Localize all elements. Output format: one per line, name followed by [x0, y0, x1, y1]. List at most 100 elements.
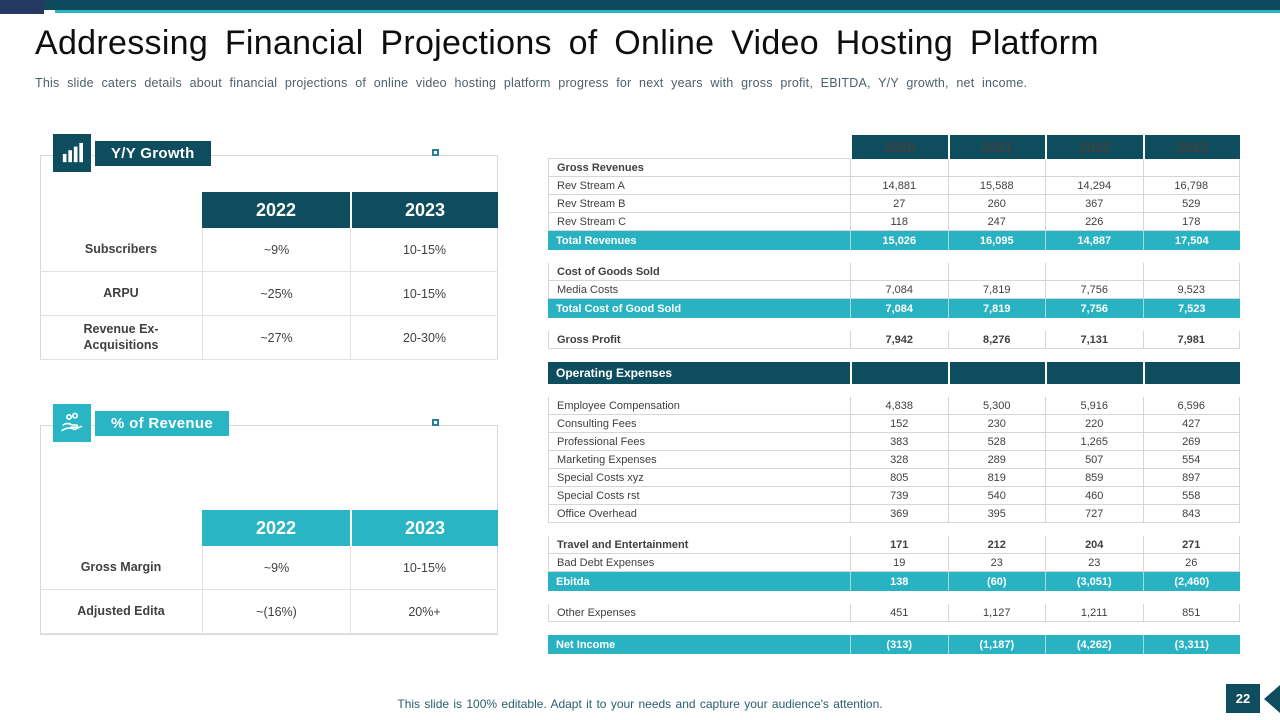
cell-value: 247 — [947, 213, 1045, 231]
cell-value: 540 — [947, 487, 1045, 505]
cell-value — [1045, 263, 1143, 281]
row-label: Cost of Goods Sold — [548, 263, 850, 281]
cell-value: 1,265 — [1045, 433, 1143, 451]
cell-value: 260 — [947, 195, 1045, 213]
metric-label: Gross Margin — [40, 546, 202, 590]
header-spacer — [40, 510, 202, 546]
spacer-row — [548, 384, 1240, 397]
cell-value: 395 — [947, 505, 1045, 523]
cell-value: 727 — [1045, 505, 1143, 523]
cell-value: (4,262) — [1045, 635, 1143, 654]
revenue-table: 2022 2023 Gross Margin ~9% 10-15% Adjusted Ed… — [40, 510, 498, 634]
metric-value: 10-15% — [350, 228, 498, 272]
row-label: Total Revenues — [548, 231, 850, 250]
metric-value: ~(16%) — [202, 590, 350, 634]
cell-value: 7,756 — [1045, 281, 1143, 299]
cell-value: 27 — [850, 195, 948, 213]
metric-row: ARPU ~25% 10-15% — [40, 272, 498, 316]
page-number-badge: 22 — [1226, 684, 1260, 713]
cell-value — [850, 263, 948, 281]
financial-table-body: Gross Revenues Rev Stream A 14,881 15,588 14… — [548, 159, 1240, 654]
financial-row: Operating Expenses — [548, 362, 1240, 384]
cell-value: 529 — [1142, 195, 1240, 213]
row-label: Rev Stream C — [548, 213, 850, 231]
metric-label: ARPU — [40, 272, 202, 316]
cell-value: 118 — [850, 213, 948, 231]
cell-value: 7,084 — [850, 299, 948, 318]
cell-value: 427 — [1142, 415, 1240, 433]
financial-row: Rev Stream C 118 247 226 178 — [548, 213, 1240, 231]
cell-value: 7,131 — [1045, 331, 1143, 349]
cell-value — [947, 159, 1045, 177]
financial-row: Consulting Fees 152 230 220 427 — [548, 415, 1240, 433]
page-title: Addressing Financial Projections of Onli… — [35, 24, 1099, 62]
year-column-header: 2023 — [350, 510, 498, 546]
financial-row: Special Costs xyz 805 819 859 897 — [548, 469, 1240, 487]
cell-value: 805 — [850, 469, 948, 487]
financial-row: Employee Compensation 4,838 5,300 5,916 6,59… — [548, 397, 1240, 415]
header-spacer — [548, 135, 850, 159]
financial-row: Total Revenues 15,026 16,095 14,887 17,504 — [548, 231, 1240, 250]
metric-row: Subscribers ~9% 10-15% — [40, 228, 498, 272]
cell-value: 6,596 — [1142, 397, 1240, 415]
metric-row: Revenue Ex-Acquisitions ~27% 20-30% — [40, 316, 498, 360]
bar-chart-icon — [53, 134, 91, 172]
row-label: Other Expenses — [548, 604, 850, 622]
cell-value — [1142, 159, 1240, 177]
metric-value: 10-15% — [350, 546, 498, 590]
cell-value: 16,798 — [1142, 177, 1240, 195]
footer-note: This slide is 100% editable. Adapt it to… — [397, 697, 883, 711]
growth-table: 2022 2023 Subscribers ~9% 10-15% ARPU ~25% 10-1… — [40, 192, 498, 360]
top-accent-navy-square — [0, 0, 44, 14]
row-label: Special Costs xyz — [548, 469, 850, 487]
cell-value — [1142, 263, 1240, 281]
cell-value: 528 — [947, 433, 1045, 451]
spacer-row — [548, 622, 1240, 635]
row-label: Gross Revenues — [548, 159, 850, 177]
cell-value: 269 — [1142, 433, 1240, 451]
row-label: Media Costs — [548, 281, 850, 299]
row-label: Office Overhead — [548, 505, 850, 523]
row-label: Bad Debt Expenses — [548, 554, 850, 572]
row-label: Rev Stream A — [548, 177, 850, 195]
year-column-header: 2022 — [202, 192, 350, 228]
corner-marker — [432, 149, 439, 156]
cell-value: (2,460) — [1142, 572, 1240, 591]
row-label: Marketing Expenses — [548, 451, 850, 469]
cell-value: (1,187) — [947, 635, 1045, 654]
spacer-row — [548, 349, 1240, 362]
row-label: Rev Stream B — [548, 195, 850, 213]
cell-value: 7,523 — [1142, 299, 1240, 318]
financial-row: Ebitda 138 (60) (3,051) (2,460) — [548, 572, 1240, 591]
cell-value: 369 — [850, 505, 948, 523]
metric-value: 10-15% — [350, 272, 498, 316]
financial-row: Bad Debt Expenses 19 23 23 26 — [548, 554, 1240, 572]
growth-panel: Y/Y Growth 2022 2023 Subscribers ~9% 10-15% A… — [40, 134, 498, 360]
cell-value: 843 — [1142, 505, 1240, 523]
cell-value: 7,756 — [1045, 299, 1143, 318]
cell-value: (60) — [947, 572, 1045, 591]
cell-value: 204 — [1045, 536, 1143, 554]
row-label: Ebitda — [548, 572, 850, 591]
row-label: Professional Fees — [548, 433, 850, 451]
cell-value: 138 — [850, 572, 948, 591]
financial-row: Marketing Expenses 328 289 507 554 — [548, 451, 1240, 469]
cell-value: 15,588 — [947, 177, 1045, 195]
financial-row: Cost of Goods Sold — [548, 263, 1240, 281]
cell-value: 7,819 — [947, 281, 1045, 299]
cell-value: (313) — [850, 635, 948, 654]
cell-value: 7,942 — [850, 331, 948, 349]
financial-table: 2020 2021 2022 2023 Gross Revenues Rev Strea… — [548, 135, 1240, 654]
cell-value: 14,294 — [1045, 177, 1143, 195]
year-column-header: 2023 — [1142, 135, 1240, 159]
year-column-header: 2023 — [350, 192, 498, 228]
cell-value: 554 — [1142, 451, 1240, 469]
cell-value: 367 — [1045, 195, 1143, 213]
cell-value: 7,084 — [850, 281, 948, 299]
cell-value: 383 — [850, 433, 948, 451]
top-accent-teal-line — [55, 10, 1280, 13]
cell-value: 5,300 — [947, 397, 1045, 415]
cell-value: 897 — [1142, 469, 1240, 487]
cell-value: 16,095 — [947, 231, 1045, 250]
page-arrow-icon — [1264, 685, 1280, 713]
